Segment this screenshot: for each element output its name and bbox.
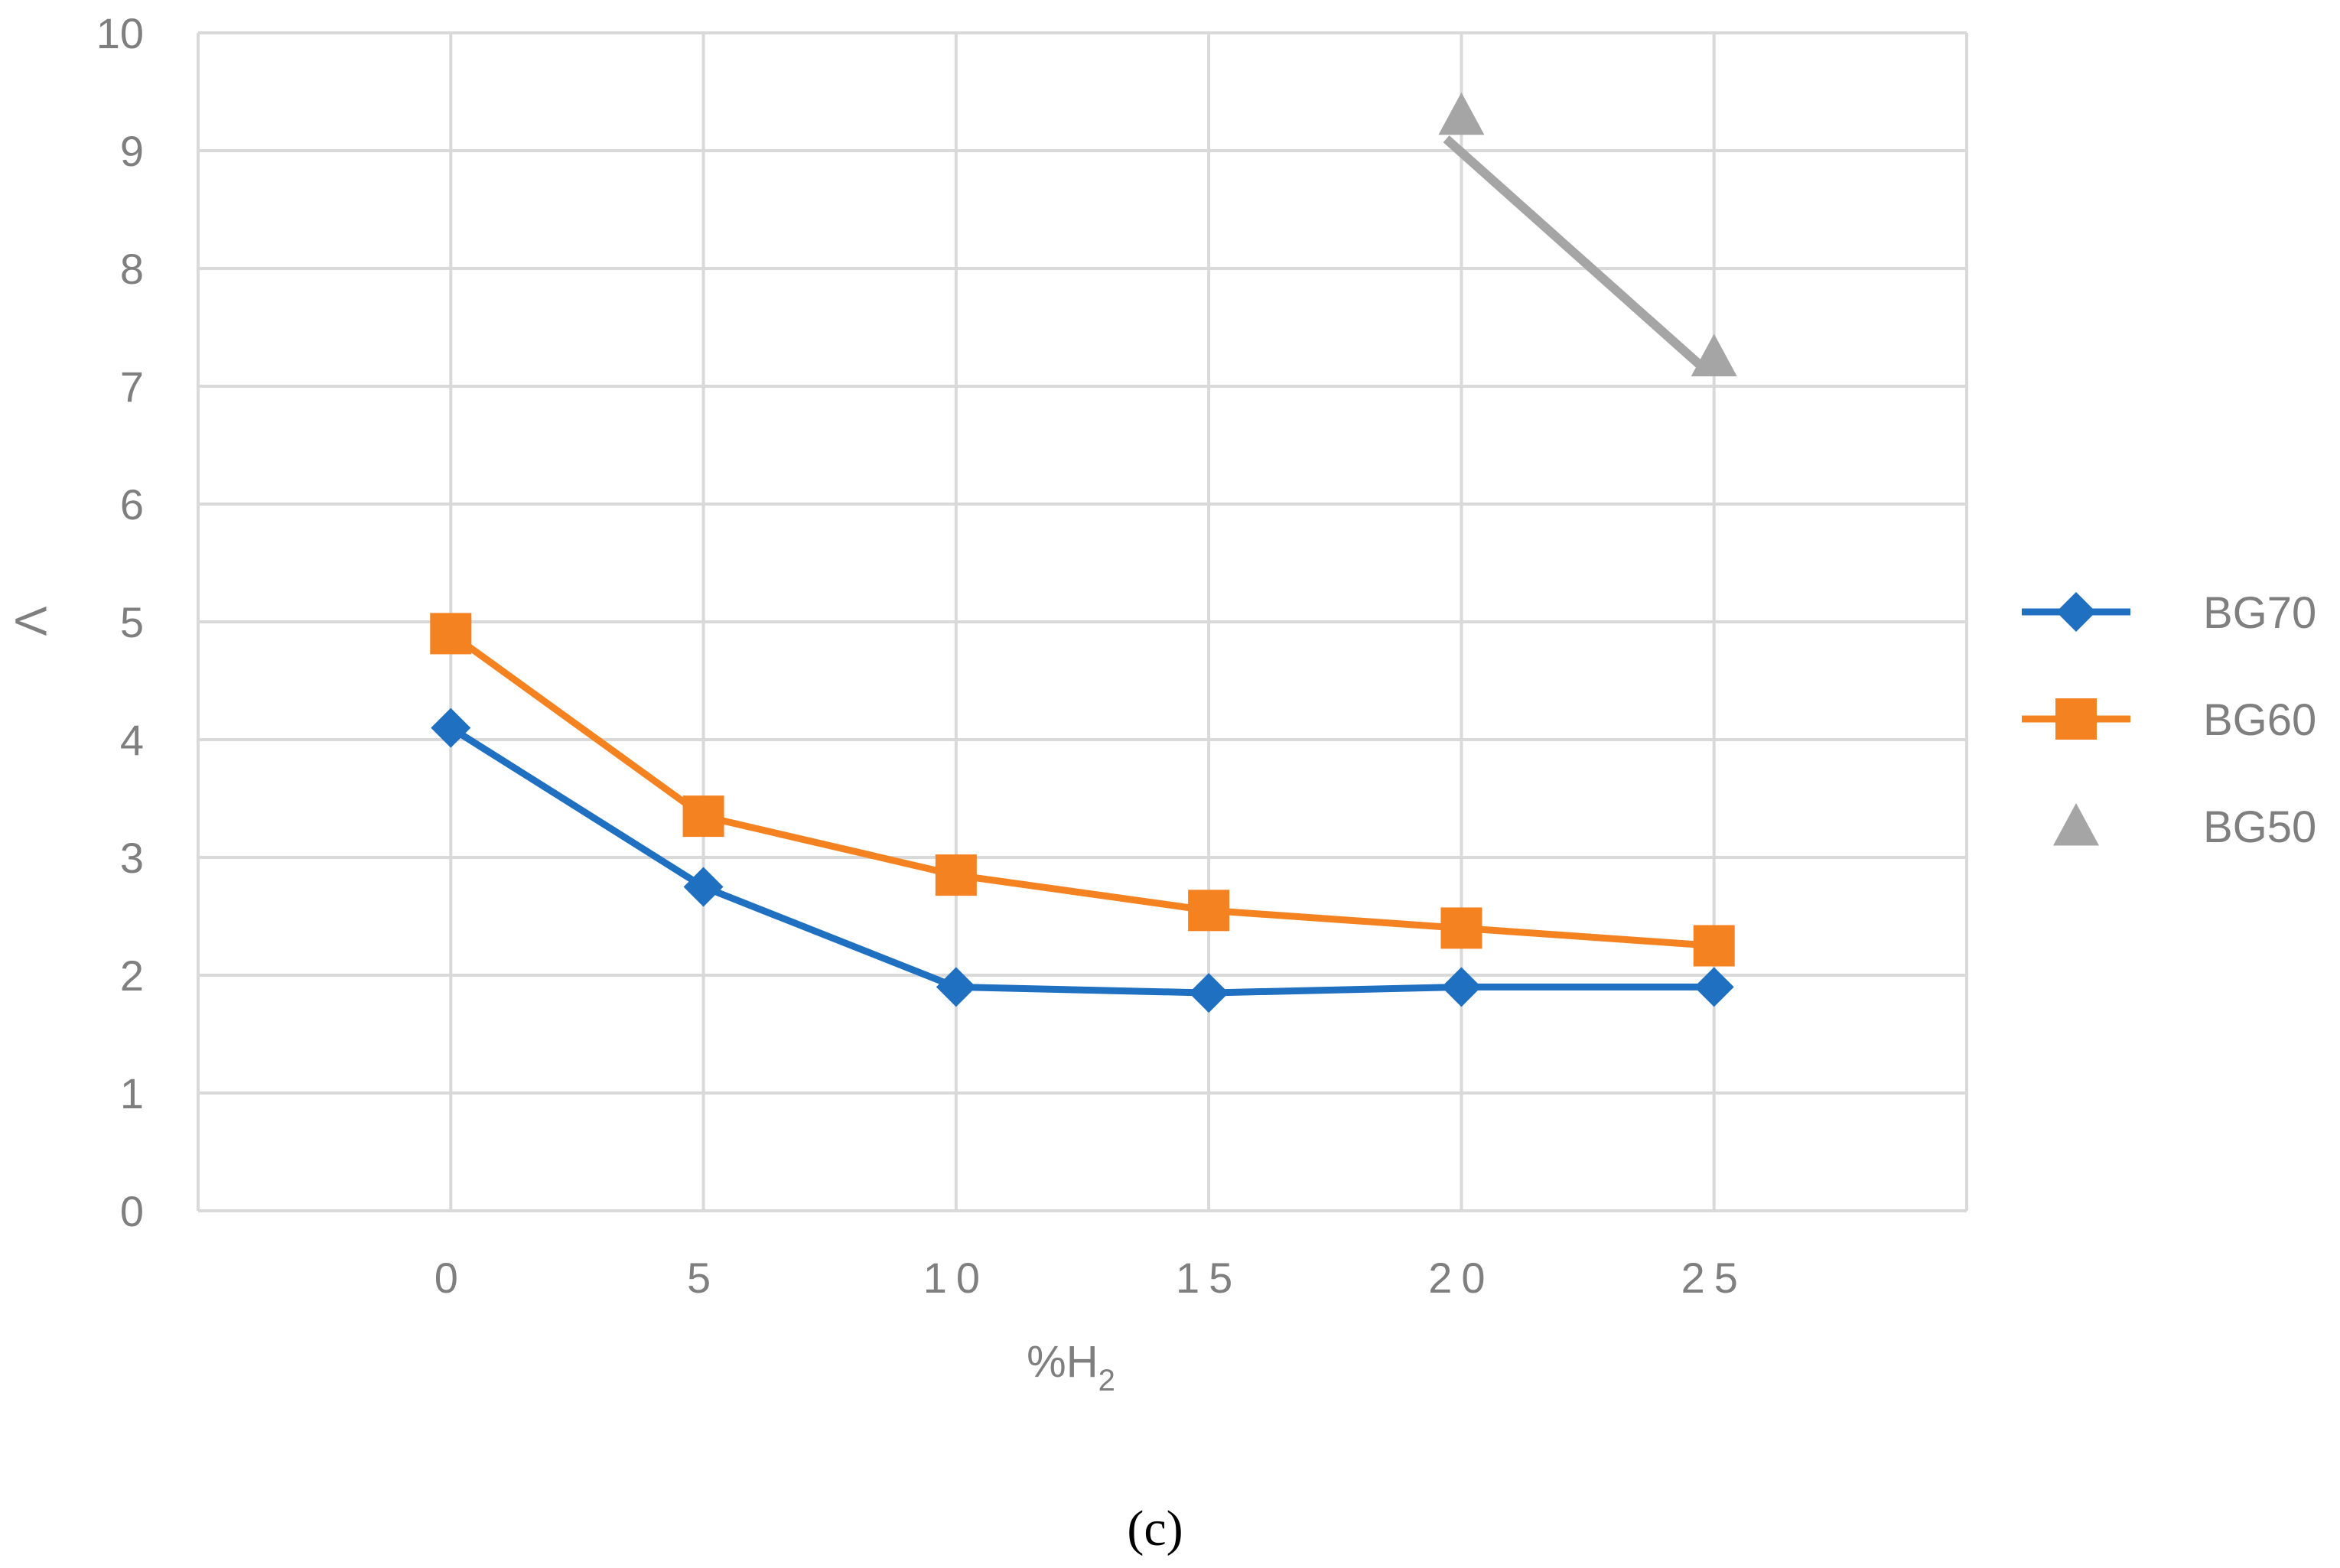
data-point-bg60	[1440, 907, 1482, 949]
data-point-bg60	[430, 613, 472, 655]
legend: BG70 BG60 BG50	[2022, 588, 2316, 852]
data-point-bg70	[431, 708, 471, 748]
panel-label: (c)	[1127, 1501, 1183, 1557]
y-tick-label: 4	[120, 716, 144, 764]
y-tick-label: 10	[96, 9, 144, 57]
y-tick-label: 3	[120, 834, 144, 882]
data-point-bg70	[1189, 973, 1229, 1013]
x-tick-label: 15	[1176, 1254, 1242, 1302]
y-tick-label: 5	[120, 598, 144, 646]
x-tick-label: 25	[1681, 1254, 1747, 1302]
x-axis-title-subscript: 2	[1098, 1364, 1115, 1397]
x-tick-label: 0	[434, 1254, 467, 1302]
legend-item-bg70: BG70	[2022, 588, 2316, 638]
data-point-bg70	[1694, 967, 1734, 1007]
legend-marker-bg50	[2053, 803, 2099, 846]
data-point-bg50	[1438, 92, 1485, 135]
data-point-bg50	[1691, 333, 1737, 376]
data-point-bg60	[1693, 925, 1735, 967]
data-point-bg70	[936, 967, 976, 1007]
x-axis-title-main: %H	[1027, 1337, 1098, 1387]
y-axis-title: Λ	[6, 606, 56, 636]
series-bg60	[430, 613, 1735, 967]
x-tick-label: 5	[687, 1254, 720, 1302]
series-bg70	[431, 708, 1734, 1013]
trend-line	[1443, 135, 1707, 372]
series-line-bg70	[448, 724, 1714, 997]
annotations	[1443, 135, 1707, 372]
data-point-bg60	[682, 795, 724, 838]
legend-item-bg50: BG50	[2053, 802, 2316, 852]
data-point-bg60	[1188, 890, 1230, 932]
legend-label-bg60: BG60	[2203, 695, 2316, 745]
legend-marker-bg70	[2056, 592, 2096, 632]
x-tick-label: 20	[1428, 1254, 1494, 1302]
y-tick-label: 1	[120, 1069, 144, 1117]
series	[430, 92, 1737, 1013]
series-line-bg60	[448, 630, 1715, 949]
y-tick-label: 2	[120, 952, 144, 1000]
legend-label-bg70: BG70	[2203, 588, 2316, 638]
y-tick-label: 7	[120, 363, 144, 411]
data-point-bg70	[1441, 967, 1482, 1007]
y-tick-label: 0	[120, 1187, 144, 1235]
tick-labels: 0 1 2 3 4 5 6 7 8 9 10 0 5 10 15 20 25	[96, 9, 1747, 1302]
data-point-bg60	[935, 854, 977, 896]
legend-marker-bg60	[2055, 698, 2097, 740]
legend-label-bg50: BG50	[2203, 802, 2316, 852]
legend-item-bg60: BG60	[2022, 695, 2316, 745]
series-bg50	[1438, 92, 1737, 376]
y-tick-label: 6	[120, 480, 144, 529]
grid	[197, 31, 1968, 1212]
x-axis-title: %H2	[1027, 1337, 1115, 1397]
data-point-bg70	[683, 867, 724, 907]
y-tick-label: 8	[120, 245, 144, 293]
y-tick-label: 9	[120, 127, 144, 175]
x-tick-label: 10	[923, 1254, 989, 1302]
